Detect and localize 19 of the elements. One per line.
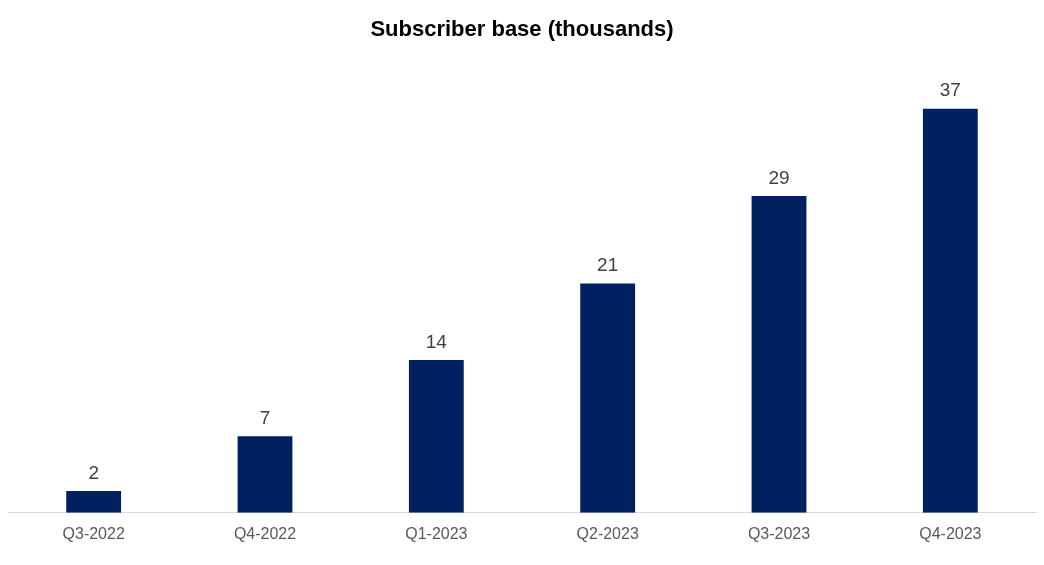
data-label: 37 [939,79,961,101]
bar [922,108,978,513]
data-label: 21 [597,254,619,276]
bar [237,436,293,513]
x-tick-label: Q3-2022 [62,524,125,542]
x-tick-label: Q1-2023 [405,524,468,542]
x-tick-label: Q2-2023 [576,524,639,542]
data-label: 2 [88,461,99,483]
bar [66,490,122,513]
x-tick-label: Q3-2023 [747,524,811,542]
bar [751,196,807,513]
chart-title: Subscriber base (thousands) [369,16,675,43]
data-label: 14 [425,330,448,352]
x-tick-label: Q4-2023 [919,524,982,542]
x-tick-label: Q4-2022 [233,524,297,542]
bar [408,359,464,513]
data-label: 29 [768,166,790,188]
bar [580,283,636,513]
data-label: 7 [259,407,271,429]
